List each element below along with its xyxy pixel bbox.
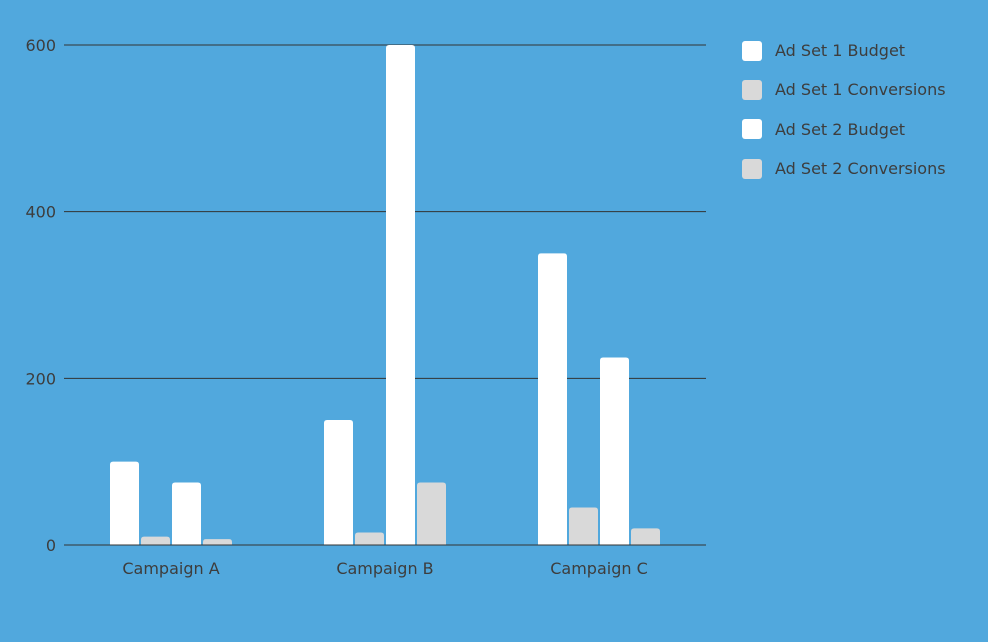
- y-tick-label: 200: [25, 369, 56, 388]
- axes: 0 200 400 600 Campaign A Campaign B Campaign C: [25, 36, 706, 578]
- x-tick-label: Campaign A: [122, 559, 219, 578]
- bar-ad-set-1-conversions-campaign-a: [141, 536, 170, 545]
- y-tick-label: 400: [25, 203, 56, 222]
- bar-ad-set-1-budget-campaign-b: [324, 420, 353, 545]
- gridlines: [64, 44, 706, 379]
- bar-ad-set-1-conversions-campaign-c: [569, 507, 598, 545]
- y-tick-label: 600: [25, 36, 56, 55]
- bar-ad-set-1-budget-campaign-a: [110, 461, 139, 545]
- bar-ad-set-2-conversions-campaign-a: [203, 539, 232, 545]
- legend-swatch: [742, 119, 762, 140]
- bar-ad-set-1-conversions-campaign-b: [355, 532, 384, 545]
- legend-label: Ad Set 1 Budget: [775, 41, 906, 61]
- bars: [110, 45, 660, 546]
- bar-ad-set-1-budget-campaign-c: [538, 253, 567, 546]
- legend-item: Ad Set 2 Conversions: [742, 149, 946, 188]
- bar-ad-set-2-budget-campaign-c: [600, 357, 629, 545]
- legend-swatch: [742, 79, 762, 100]
- legend: Ad Set 1 Budget Ad Set 1 Conversions Ad Se…: [742, 31, 946, 188]
- legend-swatch: [742, 40, 762, 61]
- y-tick-label: 0: [46, 536, 56, 555]
- x-tick-label: Campaign C: [550, 559, 648, 578]
- bar-ad-set-2-conversions-campaign-c: [631, 528, 660, 545]
- legend-item: Ad Set 1 Conversions: [742, 70, 946, 109]
- bar-ad-set-2-budget-campaign-a: [172, 482, 201, 545]
- legend-label: Ad Set 1 Conversions: [775, 80, 946, 100]
- x-tick-label: Campaign B: [336, 559, 433, 578]
- bar-ad-set-2-budget-campaign-b: [386, 45, 415, 545]
- legend-label: Ad Set 2 Budget: [775, 119, 906, 139]
- legend-swatch: [742, 158, 762, 179]
- legend-item: Ad Set 1 Budget: [742, 31, 946, 70]
- legend-label: Ad Set 2 Conversions: [775, 159, 946, 179]
- bar-ad-set-2-conversions-campaign-b: [417, 482, 446, 545]
- legend-item: Ad Set 2 Budget: [742, 110, 946, 149]
